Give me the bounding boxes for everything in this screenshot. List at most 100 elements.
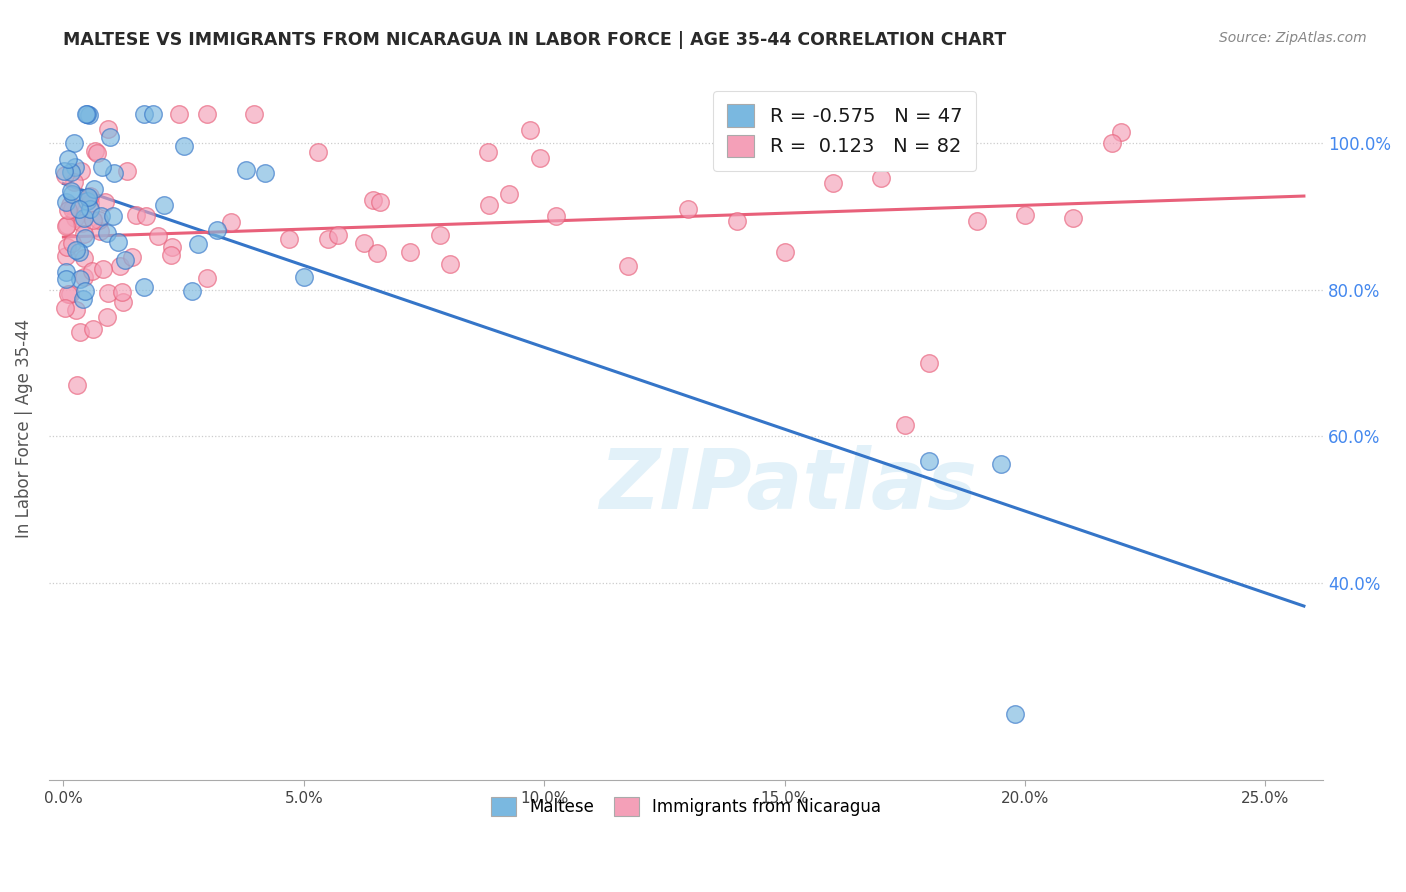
Point	[55, 249, 77, 263]
Point	[55, 194, 77, 209]
Point	[773, 244, 796, 259]
Point	[90, 160, 112, 174]
Point	[73, 285, 96, 299]
Point	[70, 216, 93, 230]
Point	[83, 144, 105, 158]
Point	[125, 208, 148, 222]
Point	[59, 197, 82, 211]
Point	[66, 378, 89, 392]
Point	[86, 145, 108, 160]
Point	[617, 259, 640, 273]
Point	[73, 269, 96, 284]
Point	[60, 186, 83, 201]
Point	[60, 185, 83, 199]
Point	[96, 226, 118, 240]
Y-axis label: In Labor Force | Age 35-44: In Labor Force | Age 35-44	[15, 319, 32, 539]
Point	[63, 136, 86, 150]
Point	[79, 108, 101, 122]
Point	[55, 264, 77, 278]
Point	[121, 250, 143, 264]
Point	[63, 161, 86, 175]
Point	[478, 198, 501, 212]
Point	[93, 195, 115, 210]
Point	[75, 107, 97, 121]
Point	[135, 209, 157, 223]
Point	[918, 454, 941, 468]
Point	[1004, 707, 1026, 722]
Point	[162, 240, 184, 254]
Point	[242, 107, 264, 121]
Point	[115, 164, 138, 178]
Point	[318, 232, 340, 246]
Point	[108, 259, 131, 273]
Point	[966, 213, 988, 227]
Point	[439, 257, 461, 271]
Point	[90, 209, 112, 223]
Text: Source: ZipAtlas.com: Source: ZipAtlas.com	[1219, 31, 1367, 45]
Point	[429, 227, 451, 242]
Point	[65, 303, 87, 318]
Point	[79, 202, 101, 216]
Point	[60, 202, 83, 216]
Point	[134, 107, 156, 121]
Point	[103, 166, 125, 180]
Point	[96, 310, 118, 324]
Point	[498, 186, 520, 201]
Point	[107, 235, 129, 249]
Point	[361, 194, 384, 208]
Point	[77, 190, 100, 204]
Point	[76, 107, 98, 121]
Point	[142, 107, 165, 121]
Point	[91, 262, 114, 277]
Point	[277, 232, 299, 246]
Point	[65, 243, 87, 257]
Point	[79, 192, 101, 206]
Point	[55, 218, 77, 232]
Point	[197, 270, 219, 285]
Point	[63, 175, 86, 189]
Point	[63, 211, 86, 225]
Point	[254, 166, 277, 180]
Point	[55, 240, 77, 254]
Point	[173, 138, 195, 153]
Point	[72, 292, 94, 306]
Point	[82, 213, 104, 227]
Point	[58, 152, 80, 166]
Point	[326, 228, 349, 243]
Point	[187, 237, 209, 252]
Point	[70, 164, 93, 178]
Point	[79, 196, 101, 211]
Point	[148, 229, 170, 244]
Point	[60, 165, 83, 179]
Point	[76, 194, 98, 208]
Point	[366, 245, 388, 260]
Point	[869, 171, 891, 186]
Point	[53, 168, 76, 182]
Point	[111, 294, 134, 309]
Point	[72, 211, 94, 226]
Point	[53, 301, 76, 315]
Point	[101, 209, 124, 223]
Point	[55, 219, 77, 234]
Point	[353, 235, 375, 250]
Point	[69, 272, 91, 286]
Point	[67, 244, 90, 259]
Point	[1101, 136, 1123, 151]
Point	[180, 284, 202, 298]
Point	[153, 197, 176, 211]
Point	[292, 269, 315, 284]
Point	[195, 107, 218, 121]
Point	[80, 264, 103, 278]
Point	[82, 322, 104, 336]
Point	[79, 189, 101, 203]
Text: MALTESE VS IMMIGRANTS FROM NICARAGUA IN LABOR FORCE | AGE 35-44 CORRELATION CHAR: MALTESE VS IMMIGRANTS FROM NICARAGUA IN …	[63, 31, 1007, 49]
Point	[60, 235, 83, 250]
Point	[894, 418, 917, 433]
Legend: Maltese, Immigrants from Nicaragua: Maltese, Immigrants from Nicaragua	[482, 789, 890, 825]
Point	[69, 325, 91, 339]
Point	[114, 252, 136, 267]
Point	[370, 195, 392, 210]
Point	[1062, 211, 1084, 225]
Point	[56, 202, 79, 217]
Point	[89, 213, 111, 227]
